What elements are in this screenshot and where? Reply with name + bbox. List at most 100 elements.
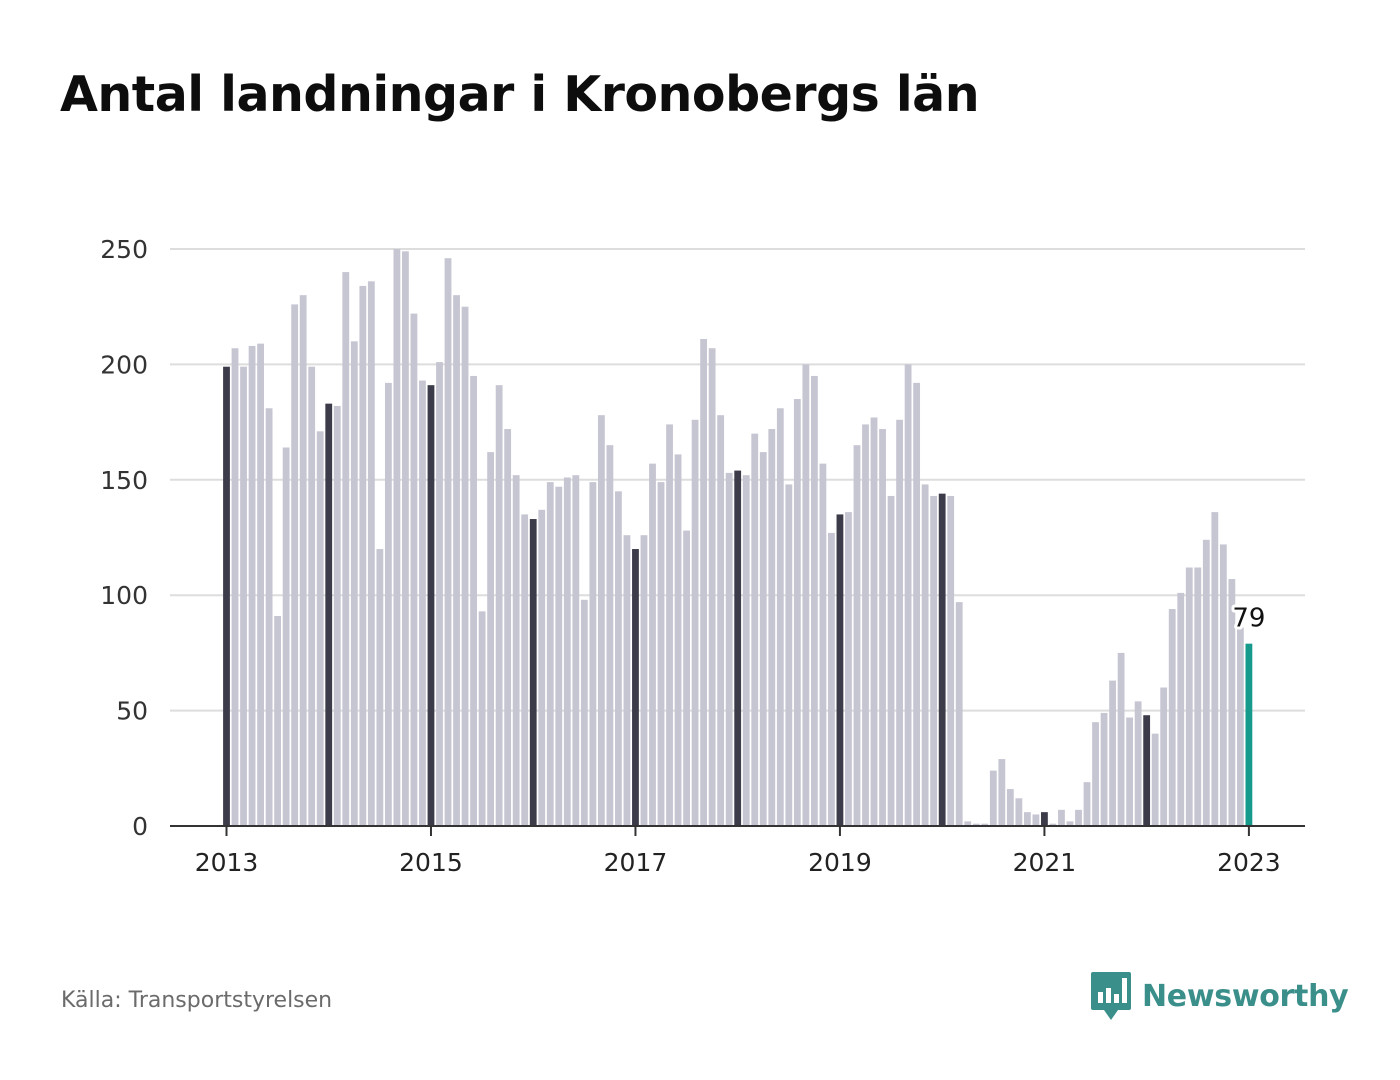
bar	[674, 454, 682, 826]
source-note: Källa: Transportstyrelsen	[61, 988, 333, 1013]
brand-name: Newsworthy	[1142, 978, 1349, 1014]
bar	[785, 484, 793, 826]
bar-chart: 0 50 100 150 200 250 2013 2015 2017 2019 2021 2023…	[100, 235, 1305, 877]
bar	[666, 424, 673, 826]
newsworthy-logo-icon	[1091, 972, 1131, 1020]
bar	[333, 405, 341, 826]
y-tick-label: 250	[100, 235, 148, 264]
bar	[376, 549, 384, 826]
bar	[623, 535, 631, 826]
bar	[947, 495, 955, 826]
bar-january	[632, 549, 639, 826]
bar	[913, 382, 921, 826]
bar	[1117, 652, 1125, 826]
bar	[1100, 712, 1108, 826]
bar	[470, 375, 477, 826]
x-tick-label: 2023	[1217, 848, 1281, 877]
bar	[1126, 717, 1134, 826]
bar	[1211, 512, 1219, 826]
bar	[828, 532, 835, 826]
data-label-latest: 79	[1232, 604, 1265, 634]
bar	[444, 258, 452, 827]
bar	[989, 770, 997, 826]
bar	[1006, 789, 1014, 826]
bar	[546, 482, 554, 826]
bar	[1066, 821, 1074, 826]
data-labels: 79	[1229, 601, 1268, 637]
bar	[640, 535, 648, 826]
bar	[930, 495, 938, 826]
bar	[725, 472, 733, 826]
bars	[223, 249, 1253, 827]
bar	[606, 445, 614, 826]
x-tick-label: 2019	[808, 848, 872, 877]
bar	[1083, 782, 1091, 826]
bar	[265, 408, 273, 826]
bar	[274, 615, 282, 826]
bar	[742, 475, 750, 826]
bar	[597, 415, 605, 826]
bar	[1168, 609, 1176, 826]
bar-january	[529, 519, 537, 826]
bar	[972, 823, 980, 826]
bar	[1151, 733, 1159, 826]
x-tick-label: 2021	[1013, 848, 1077, 877]
bar	[419, 380, 426, 826]
bar	[1219, 544, 1227, 826]
bar	[1023, 812, 1031, 826]
x-tick-label: 2015	[399, 848, 463, 877]
bar	[231, 348, 239, 826]
bar	[495, 385, 503, 826]
bar	[1058, 809, 1065, 826]
bar	[538, 509, 546, 826]
bar	[683, 530, 690, 826]
bar	[453, 295, 460, 826]
bar	[862, 424, 869, 826]
bar	[1194, 567, 1202, 826]
bar	[436, 362, 443, 826]
bar	[342, 272, 350, 827]
bar	[384, 382, 392, 826]
bar	[487, 452, 495, 826]
bar	[955, 602, 963, 826]
bar	[512, 475, 520, 826]
bar	[819, 463, 827, 826]
bar	[998, 759, 1006, 826]
bar	[248, 345, 256, 826]
bar	[776, 408, 784, 826]
bar	[708, 348, 716, 826]
bar	[504, 429, 512, 826]
bar-highlight	[1245, 643, 1253, 826]
bar	[402, 251, 409, 826]
bar	[1160, 687, 1168, 826]
bar-january	[938, 493, 946, 826]
bar	[316, 431, 324, 826]
bar-january	[325, 403, 333, 826]
bar	[461, 306, 469, 826]
bar	[299, 295, 307, 826]
bar	[359, 285, 367, 826]
y-axis-ticks: 0 50 100 150 200 250	[100, 235, 148, 841]
bar	[921, 484, 929, 826]
bar	[759, 452, 767, 826]
bar	[751, 433, 759, 826]
bar	[580, 599, 588, 826]
bar	[257, 343, 264, 826]
bar	[478, 611, 486, 826]
bar	[657, 482, 665, 826]
bar	[879, 429, 886, 826]
bar	[1109, 680, 1116, 826]
bar	[615, 491, 622, 826]
bar	[589, 482, 597, 826]
bar-january	[734, 470, 742, 826]
bar	[691, 419, 699, 826]
bar	[700, 339, 708, 826]
bar	[1015, 798, 1023, 826]
bar	[717, 415, 725, 826]
bar	[367, 281, 375, 826]
y-tick-label: 100	[100, 581, 148, 610]
bar-january	[836, 514, 844, 826]
bar	[1177, 592, 1185, 826]
bar	[1075, 809, 1082, 826]
page-title: Antal landningar i Kronobergs län	[60, 66, 980, 123]
